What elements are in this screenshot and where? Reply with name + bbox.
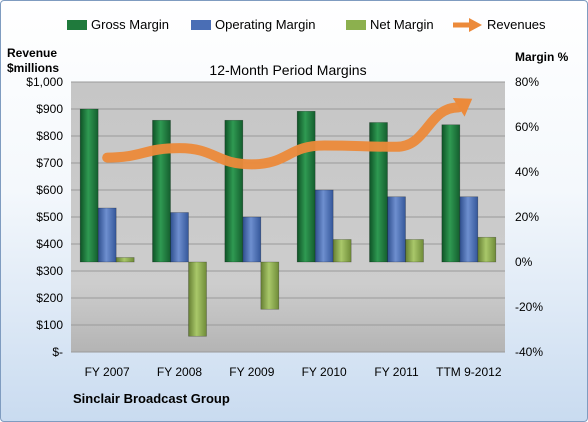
legend-label-net-margin: Net Margin [370, 17, 434, 32]
bar-gross-margin-3 [296, 110, 316, 263]
bar-gross-margin-1 [152, 119, 171, 263]
left-tick-label-2: $800 [36, 129, 63, 143]
left-axis-title-line1: Revenue [7, 46, 57, 60]
left-tick-label-7: $300 [36, 264, 63, 278]
bar-gross-margin-4 [369, 122, 388, 263]
bars [79, 108, 497, 337]
category-label-3: FY 2010 [302, 365, 347, 379]
legend-swatch-gross-margin [67, 20, 87, 30]
category-label-5: TTM 9-2012 [436, 365, 502, 379]
bar-net-margin-2 [260, 261, 280, 310]
legend-swatch-net-margin [346, 20, 366, 30]
legend: Gross Margin Operating Margin Net Margin… [67, 17, 546, 32]
right-tick-label-4: 0% [515, 255, 533, 269]
revenue-line [102, 98, 473, 170]
right-tick-label-1: 60% [515, 120, 539, 134]
bar-net-margin-3 [332, 239, 352, 263]
bar-gross-margin-5 [441, 124, 461, 263]
left-tick-label-1: $900 [36, 102, 63, 116]
grid-lines [71, 81, 505, 353]
left-tick-label-9: $100 [36, 318, 63, 332]
category-labels: FY 2007 FY 2008 FY 2009 FY 2010 FY 2011 TTM 9… [85, 365, 502, 379]
right-axis-title: Margin % [515, 50, 569, 64]
left-axis-ticks: $1,000 $900 $800 $700 $600 $500 $400 $300 $200 $1… [26, 75, 63, 359]
right-tick-label-0: 80% [515, 75, 539, 89]
company-name: Sinclair Broadcast Group [73, 391, 230, 406]
legend-label-operating-margin: Operating Margin [215, 17, 315, 32]
revenue-line-path [102, 102, 464, 170]
left-axis-title-line2: $millions [7, 61, 59, 75]
bar-net-margin-4 [405, 239, 424, 263]
bar-operating-margin-2 [242, 216, 262, 263]
category-label-2: FY 2009 [229, 365, 274, 379]
right-tick-label-5: -20% [515, 300, 543, 314]
bar-net-margin-0 [115, 257, 135, 263]
bar-operating-margin-3 [314, 189, 334, 263]
bar-net-margin-5 [477, 236, 497, 263]
left-tick-label-3: $700 [36, 156, 63, 170]
right-tick-label-6: -40% [515, 345, 543, 359]
bar-operating-margin-1 [170, 212, 189, 263]
left-tick-label-8: $200 [36, 291, 63, 305]
bar-operating-margin-5 [459, 196, 479, 263]
legend-swatch-operating-margin [191, 20, 211, 30]
legend-label-revenues: Revenues [487, 17, 546, 32]
bar-operating-margin-4 [387, 196, 406, 263]
category-label-0: FY 2007 [85, 365, 130, 379]
category-label-4: FY 2011 [374, 365, 419, 379]
left-tick-label-6: $400 [36, 237, 63, 251]
right-tick-label-3: 20% [515, 210, 539, 224]
left-tick-label-0: $1,000 [26, 75, 63, 89]
left-tick-label-4: $600 [36, 183, 63, 197]
bar-gross-margin-0 [79, 108, 99, 263]
right-tick-label-2: 40% [515, 165, 539, 179]
bar-gross-margin-2 [224, 119, 244, 263]
bar-net-margin-1 [188, 261, 207, 337]
bar-operating-margin-0 [97, 207, 117, 263]
left-tick-label-5: $500 [36, 210, 63, 224]
left-tick-label-10: $- [52, 345, 63, 359]
legend-arrow-revenues [453, 18, 482, 32]
right-axis-ticks: 80% 60% 40% 20% 0% -20% -40% [515, 75, 543, 359]
chart-title: 12-Month Period Margins [209, 62, 366, 78]
legend-label-gross-margin: Gross Margin [91, 17, 169, 32]
revenue-line-arrowhead [452, 98, 473, 117]
category-label-1: FY 2008 [157, 365, 202, 379]
